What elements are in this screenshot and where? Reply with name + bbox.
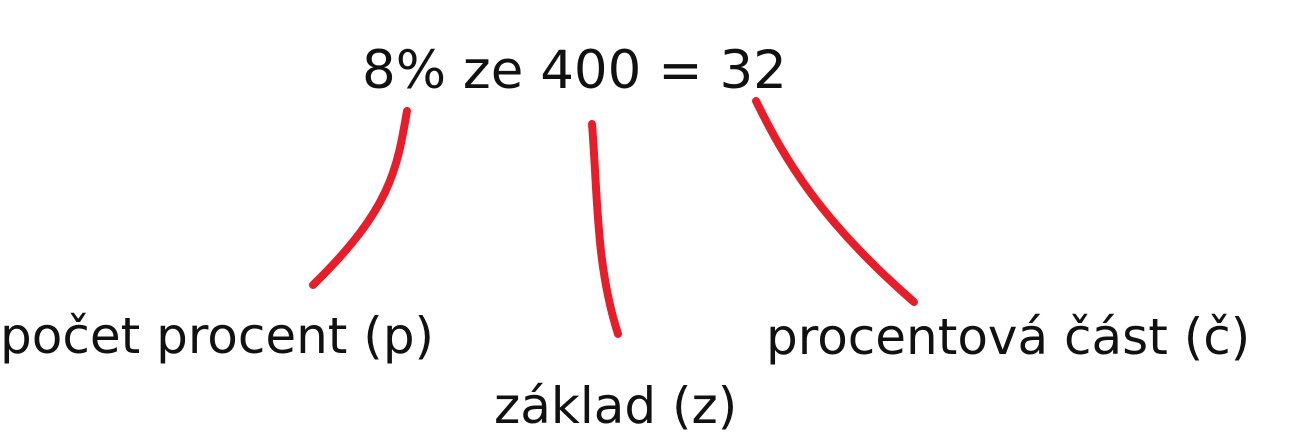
connector-base xyxy=(588,120,622,338)
label-pocet-procent: počet procent (p) xyxy=(0,307,435,365)
connector-percent xyxy=(309,107,411,289)
label-procentova-cast: procentová část (č) xyxy=(766,308,1251,366)
label-zaklad: základ (z) xyxy=(494,377,738,435)
equation-text: 8% ze 400 = 32 xyxy=(362,40,787,101)
connector-part xyxy=(752,97,918,306)
